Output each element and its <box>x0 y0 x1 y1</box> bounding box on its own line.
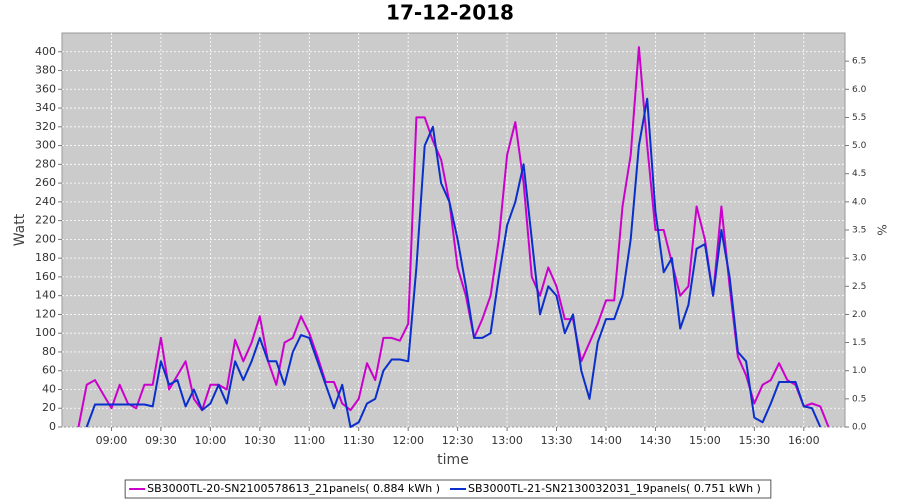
y2-tick-label: 6.5 <box>852 57 866 67</box>
series-line <box>85 97 822 428</box>
legend: SB3000TL-20-SN2100578613_21panels( 0.884… <box>124 479 772 499</box>
y-tick-label: 180 <box>35 251 56 264</box>
y-tick-label: 320 <box>35 120 56 133</box>
x-tick-label: 11:00 <box>293 434 325 447</box>
y2-axis-title: % <box>875 224 889 235</box>
y-tick-label: 100 <box>35 326 56 339</box>
y-tick-label: 80 <box>42 345 56 358</box>
x-axis-title: time <box>437 452 469 468</box>
x-tick-label: 16:00 <box>788 434 820 447</box>
y-tick-label: 300 <box>35 139 56 152</box>
y2-tick-label: 0.0 <box>852 423 867 433</box>
y2-tick-label: 4.5 <box>852 169 866 179</box>
x-tick-label: 13:00 <box>491 434 523 447</box>
y-axis-title: Watt <box>12 213 28 246</box>
y-tick-label: 20 <box>42 401 56 414</box>
y-tick-label: 340 <box>35 101 56 114</box>
y2-tick-label: 2.5 <box>852 282 866 292</box>
y2-tick-label: 4.0 <box>852 197 867 207</box>
x-tick-label: 12:30 <box>442 434 474 447</box>
y-tick-label: 360 <box>35 82 56 95</box>
y2-tick-label: 0.5 <box>852 394 866 404</box>
legend-label: SB3000TL-21-SN2130032031_19panels( 0.751… <box>468 482 761 495</box>
chart-title: 17-12-2018 <box>386 1 514 25</box>
y-tick-label: 160 <box>35 270 56 283</box>
x-tick-label: 10:30 <box>244 434 276 447</box>
x-tick-label: 15:00 <box>689 434 721 447</box>
y-tick-label: 0 <box>49 420 56 433</box>
y2-tick-label: 5.0 <box>852 141 867 151</box>
y2-tick-label: 6.0 <box>852 85 867 95</box>
y-tick-label: 220 <box>35 214 56 227</box>
x-tick-label: 15:30 <box>738 434 770 447</box>
y-tick-label: 60 <box>42 364 56 377</box>
x-tick-label: 10:00 <box>195 434 227 447</box>
x-tick-label: 13:30 <box>541 434 573 447</box>
y-tick-label: 280 <box>35 157 56 170</box>
y-tick-label: 380 <box>35 64 56 77</box>
y-tick-label: 140 <box>35 289 56 302</box>
y2-tick-label: 1.0 <box>852 366 867 376</box>
x-tick-label: 09:00 <box>96 434 128 447</box>
y-tick-label: 40 <box>42 382 56 395</box>
y-tick-label: 240 <box>35 195 56 208</box>
x-tick-label: 12:00 <box>392 434 424 447</box>
x-tick-label: 14:00 <box>590 434 622 447</box>
y-tick-label: 400 <box>35 45 56 58</box>
y-tick-label: 260 <box>35 176 56 189</box>
legend-box <box>124 479 772 499</box>
y-tick-label: 120 <box>35 307 56 320</box>
y2-tick-label: 5.5 <box>852 113 866 123</box>
x-tick-label: 09:30 <box>145 434 177 447</box>
legend-label: SB3000TL-20-SN2100578613_21panels( 0.884… <box>147 482 440 495</box>
y2-tick-label: 3.5 <box>852 226 866 236</box>
y-tick-label: 200 <box>35 232 56 245</box>
y2-tick-label: 2.0 <box>852 310 867 320</box>
x-tick-label: 11:30 <box>343 434 375 447</box>
series-line <box>77 46 830 428</box>
y2-tick-label: 3.0 <box>852 254 867 264</box>
y2-tick-label: 1.5 <box>852 338 866 348</box>
x-tick-label: 14:30 <box>640 434 672 447</box>
